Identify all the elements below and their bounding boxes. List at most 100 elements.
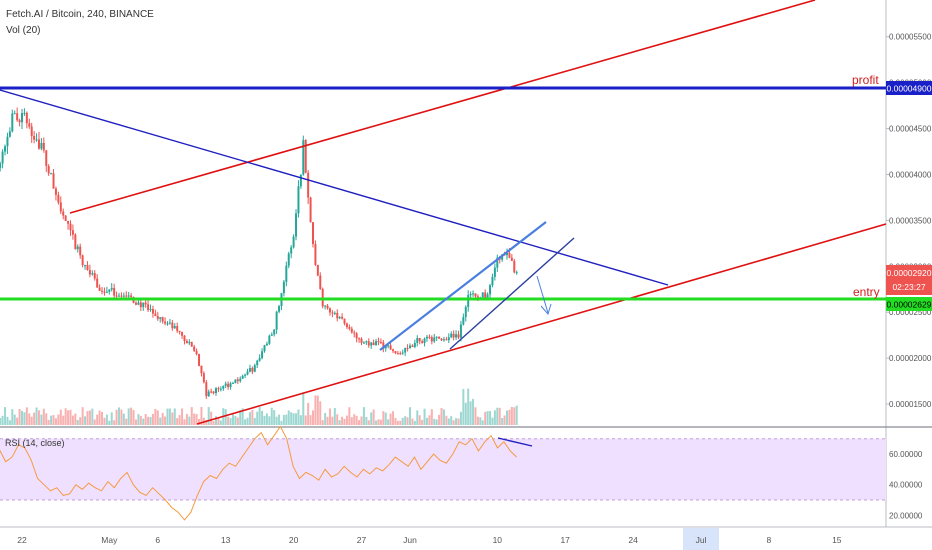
rsi-tick-label: 60.00000 <box>889 450 923 459</box>
candle-body <box>178 330 181 333</box>
candle-body <box>195 350 198 355</box>
candle-body <box>438 336 441 339</box>
price-tick-label: 0.00005500 <box>889 33 932 42</box>
candle-body <box>282 281 285 294</box>
candle-body <box>389 345 392 350</box>
candle-body <box>355 333 358 339</box>
volume-bar <box>406 417 409 425</box>
volume-bar <box>96 414 99 425</box>
time-tick-label: 17 <box>560 535 570 545</box>
rsi-legend[interactable]: RSI (14, close) <box>5 438 65 448</box>
forecast-arrow-shaft[interactable] <box>536 275 549 314</box>
price-tick-label: 0.00004500 <box>889 125 932 134</box>
volume-bar <box>423 408 426 425</box>
volume-bar <box>171 412 174 425</box>
time-tick-label: 20 <box>289 535 299 545</box>
channel-upper-line[interactable] <box>69 0 816 214</box>
channel-lower-line[interactable] <box>196 223 887 425</box>
candle-body <box>130 295 133 298</box>
candle-body <box>113 287 116 296</box>
candle-body <box>125 295 128 297</box>
candle-body <box>154 313 157 317</box>
rsi-axis[interactable]: 60.00000 40.00000 20.00000 <box>889 450 923 520</box>
rsi-tick-label: 20.00000 <box>889 511 923 520</box>
volume-bar <box>442 409 445 425</box>
profit-badge-box <box>886 81 932 95</box>
candle-body <box>45 150 48 166</box>
volume-bar <box>28 413 31 425</box>
volume-bar <box>54 418 57 425</box>
drawings-layer: profit entry <box>0 0 887 447</box>
candle-body <box>236 379 239 382</box>
volume-bar <box>309 415 312 425</box>
candle-body <box>416 337 419 343</box>
candle-body <box>447 337 450 341</box>
volume-bar <box>122 413 125 425</box>
candle-body <box>176 326 179 331</box>
descending-trendline[interactable] <box>0 89 669 286</box>
candle-body <box>222 385 225 389</box>
volume-bar <box>413 420 416 425</box>
volume-bar <box>428 415 431 425</box>
volume-bar <box>287 410 290 425</box>
candle-body <box>384 345 387 349</box>
volume-bar <box>74 413 77 425</box>
volume-legend[interactable]: Vol (20) <box>6 25 40 36</box>
candle-body <box>464 306 467 318</box>
volume-bar <box>450 416 453 425</box>
candle-body <box>409 345 411 349</box>
volume-bar <box>207 407 210 425</box>
volume-bar <box>239 410 242 425</box>
volume-bar <box>362 407 365 425</box>
volume-bar <box>8 420 11 425</box>
volume-bar <box>438 414 441 425</box>
volume-bar <box>231 413 234 425</box>
candle-body <box>396 353 399 355</box>
volume-bar <box>195 414 198 425</box>
volume-bar <box>110 412 113 425</box>
volume-bar <box>62 415 65 425</box>
time-axis[interactable]: 22 May 6 13 20 27 Jun 10 17 24 Jul 8 15 <box>17 528 842 550</box>
candle-body <box>413 342 416 347</box>
volume-bar <box>312 410 314 425</box>
volume-bar <box>469 401 472 425</box>
candle-body <box>394 351 397 354</box>
volume-bar <box>142 418 145 425</box>
symbol-title[interactable]: Fetch.AI / Bitcoin, 240, BINANCE <box>6 9 154 20</box>
volume-bar <box>25 407 28 425</box>
volume-layer <box>0 388 518 425</box>
candle-body <box>168 322 171 324</box>
candle-body <box>69 223 72 231</box>
candle-body <box>91 273 94 275</box>
volume-bar <box>355 415 358 425</box>
price-tick-label: 0.00002000 <box>889 354 932 363</box>
wedge-upper-line[interactable] <box>379 221 547 351</box>
volume-bar <box>467 388 470 425</box>
time-tick-label: 10 <box>493 535 503 545</box>
wedge-lower-line[interactable] <box>449 237 575 350</box>
time-tick-label: 6 <box>155 535 160 545</box>
volume-bar <box>234 415 237 425</box>
volume-bar <box>328 408 331 425</box>
volume-bar <box>64 408 67 425</box>
candle-body <box>98 287 101 291</box>
candle-body <box>382 342 385 349</box>
candle-body <box>450 333 453 338</box>
volume-bar <box>168 408 171 425</box>
candle-body <box>52 173 55 189</box>
volume-bar <box>236 417 239 425</box>
rsi-divergence-line[interactable] <box>497 437 533 447</box>
volume-bar <box>401 417 404 425</box>
volume-bar <box>336 414 339 425</box>
candle-body <box>108 289 111 292</box>
volume-bar <box>93 419 96 425</box>
candle-body <box>304 140 307 173</box>
candle-body <box>127 295 130 297</box>
volume-bar <box>130 407 133 425</box>
candle-body <box>336 312 339 319</box>
volume-bar <box>268 416 271 425</box>
candle-body <box>328 308 331 313</box>
candle-body <box>508 252 511 258</box>
volume-bar <box>105 414 108 425</box>
